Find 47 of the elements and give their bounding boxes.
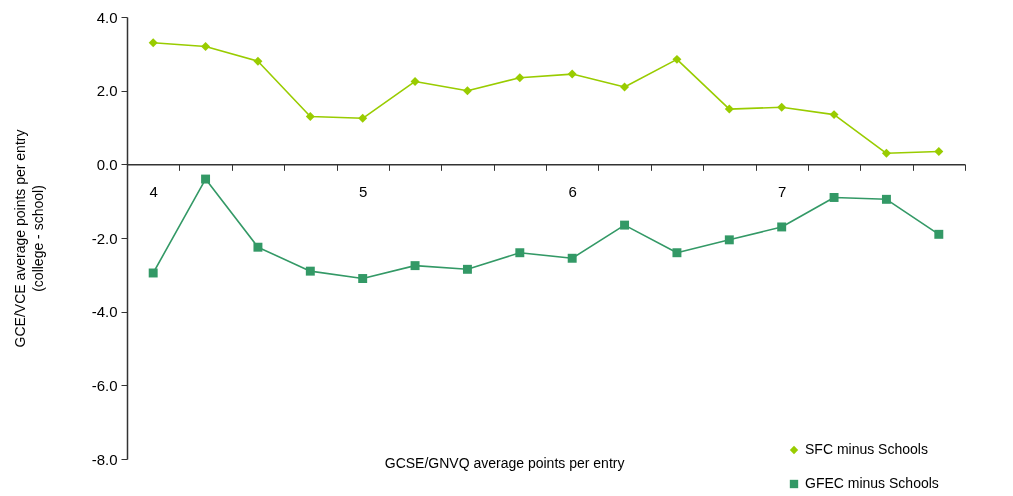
point [672,54,682,64]
x-axis-title: GCSE/GNVQ average points per entry [384,454,625,471]
x-tick-label: 6 [568,182,577,200]
point [201,174,211,184]
point [410,261,420,271]
y-tick-label: 2.0 [96,82,118,100]
point [567,253,577,263]
legend-label: GFEC minus Schools [805,475,939,491]
point [620,220,630,230]
point [934,146,944,156]
y-tick-label: -4.0 [91,303,118,321]
point [567,69,577,79]
point [253,242,263,252]
point [148,268,158,278]
x-tick-label: 7 [778,182,787,200]
point [829,193,839,202]
point [829,110,839,120]
point [201,41,211,51]
y-tick-label: -6.0 [91,376,118,394]
point [515,73,525,83]
x-tick-label: 5 [359,182,368,200]
point [881,194,891,204]
point [305,111,315,121]
legend-label: SFC minus Schools [805,441,928,457]
point [777,222,787,232]
y-tick-label: -2.0 [91,229,118,247]
point [724,104,734,114]
point [881,148,891,158]
y-tick-label: 0.0 [96,155,118,173]
x-tick-label: 4 [149,182,158,200]
y-tick-label: 4.0 [96,8,118,26]
point [934,229,944,239]
point [410,76,420,86]
point [724,235,734,245]
point [672,248,682,258]
point [515,248,525,258]
y-tick-label: -8.0 [91,450,118,468]
point [358,274,368,283]
y-axis-title: GCE/VCE average points per entry (college - school) [11,129,46,348]
point [148,38,158,48]
point [620,82,630,92]
point [462,264,472,274]
point [253,56,263,66]
point [462,86,472,96]
point [358,113,368,123]
point [777,102,787,112]
point [305,266,315,276]
